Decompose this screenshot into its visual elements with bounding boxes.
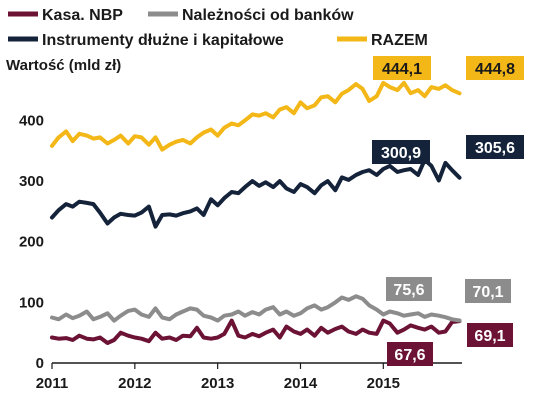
x-axis: 2011 2012 2013 2014 2015 [36, 362, 462, 392]
series-line-naleznosci-od-bankow [50, 294, 462, 323]
y-tick-label: 300 [19, 173, 44, 190]
data-label-text: 444,1 [382, 61, 422, 78]
data-label-instrumenty-dluzne-i-kapitalowe: 305,6 [466, 135, 524, 159]
x-tick-label: 2013 [201, 375, 234, 392]
legend-label-razem: RAZEM [371, 32, 428, 49]
data-label-text: 305,6 [475, 140, 515, 157]
data-label-box [465, 279, 511, 303]
legend-label-instrumenty: Instrumenty dłużne i kapitałowe [42, 32, 284, 49]
data-label-naleznosci-od-bankow: 70,1 [465, 279, 511, 303]
data-label-razem: 444,8 [466, 56, 524, 80]
data-label-text: 444,8 [475, 61, 515, 78]
y-axis-title: Wartość (mld zł) [6, 57, 121, 74]
x-tick-label: 2012 [118, 375, 151, 392]
data-label-instrumenty-dluzne-i-kapitalowe: 300,9 [372, 140, 430, 164]
series-lines [50, 80, 462, 345]
y-tick-label: 0 [36, 355, 44, 372]
legend: Kasa. NBP Należności od banków Instrumen… [8, 7, 428, 49]
x-tick-label: 2015 [367, 375, 400, 392]
y-tick-label: 400 [19, 112, 44, 129]
x-tick-label: 2011 [36, 375, 69, 392]
data-label-naleznosci-od-bankow: 75,6 [386, 277, 432, 301]
data-label-box [466, 56, 524, 80]
series-line-instrumenty-dluzne-i-kapitalowe [50, 157, 462, 229]
legend-entry-instrumenty: Instrumenty dłużne i kapitałowe [8, 32, 284, 49]
data-label-text: 75,6 [393, 282, 424, 299]
data-label-box [466, 135, 524, 159]
data-label-razem: 444,1 [373, 56, 431, 80]
legend-entry-kasa-nbp: Kasa. NBP [8, 7, 123, 24]
data-label-box [386, 277, 432, 301]
data-label-box [372, 140, 430, 164]
data-label-text: 70,1 [472, 284, 503, 301]
series-line-kasa-nbp [50, 318, 462, 345]
y-axis: 0 100 200 300 400 [19, 112, 44, 372]
data-label-box [467, 323, 513, 347]
data-label-text: 69,1 [474, 328, 505, 345]
legend-label-naleznosci-od-bankow: Należności od banków [182, 7, 354, 24]
data-labels: 444,1 444,8 300,9 305,6 75,6 70,1 67,6 69,1 [372, 56, 524, 366]
series-line-razem [50, 80, 462, 152]
data-label-text: 67,6 [394, 347, 425, 364]
data-label-text: 300,9 [381, 145, 421, 162]
x-tick-label: 2014 [284, 375, 318, 392]
y-tick-label: 100 [19, 294, 44, 311]
legend-entry-naleznosci-od-bankow: Należności od banków [148, 7, 354, 24]
data-label-box [387, 342, 433, 366]
data-label-kasa-nbp: 69,1 [467, 323, 513, 347]
legend-entry-razem: RAZEM [337, 32, 428, 49]
legend-label-kasa-nbp: Kasa. NBP [42, 7, 123, 24]
data-label-kasa-nbp: 67,6 [387, 342, 433, 366]
data-label-box [373, 56, 431, 80]
y-tick-label: 200 [19, 234, 44, 251]
